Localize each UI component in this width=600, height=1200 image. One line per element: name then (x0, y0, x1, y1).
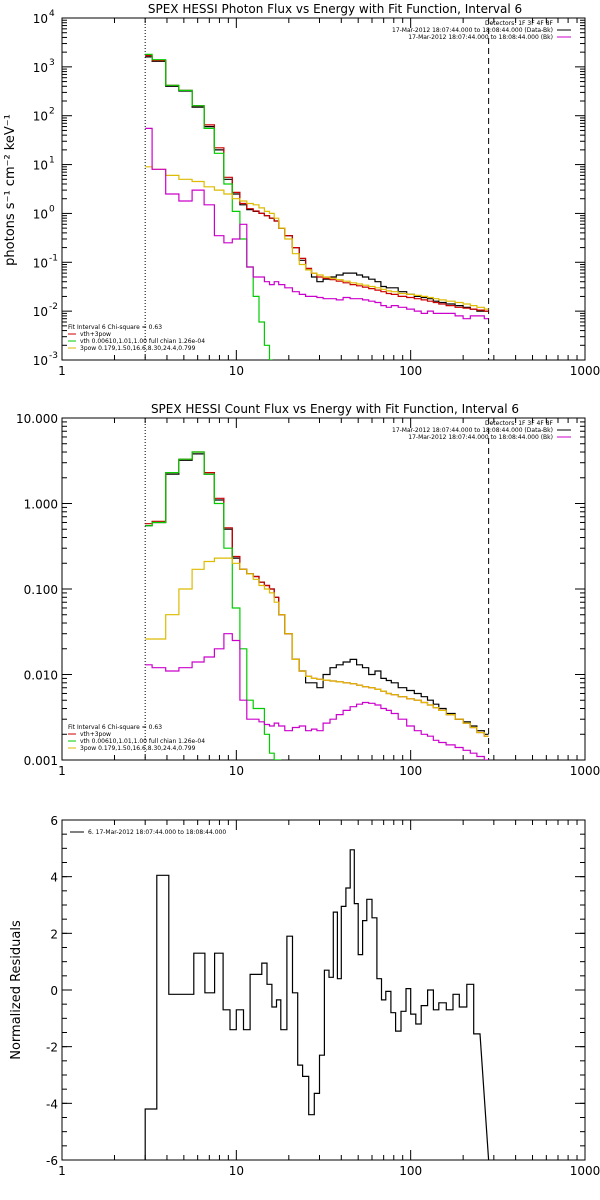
y-tick-label: 10 (33, 256, 48, 270)
series-3pow (145, 557, 489, 737)
photon-flux-title: SPEX HESSI Photon Flux vs Energy with Fi… (148, 2, 522, 16)
legend-bottom-entry: vth 0.00610,1.01,1.00 full chian 1.26e-0… (80, 338, 205, 345)
photon-flux-panel: SPEX HESSI Photon Flux vs Energy with Fi… (3, 2, 600, 378)
y-tick-label: 10 (33, 12, 48, 26)
x-tick-label: 10 (229, 1164, 244, 1178)
y-tick-exponent: 2 (49, 107, 55, 117)
y-tick-label: 0.100 (24, 583, 58, 597)
y-tick-label: -4 (46, 1097, 58, 1111)
x-tick-label: 1000 (570, 1164, 600, 1178)
x-tick-label: 1 (58, 764, 66, 778)
x-tick-label: 100 (399, 1164, 422, 1178)
y-tick-exponent: 0 (49, 204, 55, 214)
x-tick-label: 100 (399, 364, 422, 378)
y-tick-label: 10.000 (16, 412, 58, 426)
y-tick-label: 4 (50, 871, 58, 885)
y-tick-exponent: -2 (49, 302, 58, 312)
legend-bottom-entry: 3pow 0.179,1.50,16.6,8.30,24.4,0.799 (80, 745, 196, 752)
x-tick-label: 1 (58, 1164, 66, 1178)
series-bk (145, 633, 489, 760)
y-tick-label: 10 (33, 61, 48, 75)
legend-bottom-entry: vth+3pow (80, 731, 111, 738)
y-tick-label: 2 (50, 927, 58, 941)
legend-top-entry: 17-Mar-2012 18:07:44.000 to 18:08:44.000… (392, 27, 553, 34)
legend-top-entry: 17-Mar-2012 18:07:44.000 to 18:08:44.000… (408, 34, 553, 41)
residuals-plot: 1 10 100 1000 -6 -4 -2 0 2 4 6 6. 17-Mar-2012 18:07… (46, 814, 600, 1178)
plot-frame (61, 17, 586, 361)
x-tick-label: 100 (399, 764, 422, 778)
residuals-ylabel: Normalized Residuals (9, 920, 24, 1060)
legend-top-entry: 17-Mar-2012 18:07:44.000 to 18:08:44.000… (408, 434, 553, 441)
residuals-panel: Normalized Residuals 1 10 100 1000 -6 -4 -2 0 2 4… (9, 814, 600, 1178)
x-tick-label: 1000 (570, 364, 600, 378)
legend-bottom-entry: vth 0.00610,1.01,1.00 full chian 1.26e-0… (80, 738, 205, 745)
series-bk (145, 127, 489, 320)
count-flux-panel: SPEX HESSI Count Flux vs Energy with Fit… (16, 402, 600, 778)
series-layer (144, 418, 490, 760)
series-layer (144, 849, 490, 1160)
x-tick-label: 1000 (570, 764, 600, 778)
legend-entry: 6. 17-Mar-2012 18:07:44.000 to 18:08:44.… (88, 829, 226, 836)
y-tick-label: 10 (33, 207, 48, 221)
y-tick-label: 10 (33, 354, 48, 368)
y-tick-label: 10 (33, 159, 48, 173)
photon-flux-ylabel: photons s⁻¹ cm⁻² keV⁻¹ (3, 114, 18, 266)
y-tick-label: 0.010 (24, 669, 58, 683)
y-tick-exponent: -1 (49, 253, 58, 263)
y-tick-label: -6 (46, 1154, 58, 1168)
x-tick-label: 10 (229, 764, 244, 778)
legend-top-entry: Detectors: 1F 3F 4F 8F (485, 420, 554, 427)
legend-top-entry: 17-Mar-2012 18:07:44.000 to 18:08:44.000… (392, 427, 553, 434)
count-flux-title: SPEX HESSI Count Flux vs Energy with Fit… (151, 402, 519, 416)
legend-top-entry: Detectors: 1F 3F 4F 8F (485, 20, 554, 27)
series-layer (144, 18, 490, 360)
y-tick-label: 10 (33, 305, 48, 319)
count-flux-plot: 1 10 100 1000 0.001 0.010 0.100 1.000 10.000 Dete… (16, 412, 600, 778)
series-3pow (145, 166, 489, 310)
y-tick-label: 1.000 (24, 498, 58, 512)
y-tick-label: -2 (46, 1041, 58, 1055)
legend-bottom-entry: vth+3pow (80, 331, 111, 338)
y-tick-exponent: 4 (49, 9, 55, 19)
series-residuals (144, 849, 490, 1160)
x-tick-label: 10 (229, 364, 244, 378)
y-tick-label: 6 (50, 814, 58, 828)
legend-bottom-entry: Fit Interval 6 Chi-square = 0.63 (68, 324, 162, 331)
series-vth-3pow (145, 451, 489, 737)
series-data-bk (145, 453, 489, 735)
y-tick-exponent: 3 (49, 58, 55, 68)
y-tick-exponent: -3 (49, 351, 58, 361)
y-tick-exponent: 1 (49, 156, 55, 166)
y-tick-label: 0 (50, 984, 58, 998)
series-vth (145, 451, 282, 760)
y-tick-label: 10 (33, 110, 48, 124)
legend-bottom-entry: 3pow 0.179,1.50,16.6,8.30,24.4,0.799 (80, 345, 196, 352)
y-tick-label: 0.001 (24, 754, 58, 768)
series-vth (145, 53, 273, 360)
plot-frame (61, 417, 586, 761)
legend-bottom-entry: Fit Interval 6 Chi-square = 0.63 (68, 724, 162, 731)
plot-frame (61, 819, 586, 1161)
x-tick-label: 1 (58, 364, 66, 378)
